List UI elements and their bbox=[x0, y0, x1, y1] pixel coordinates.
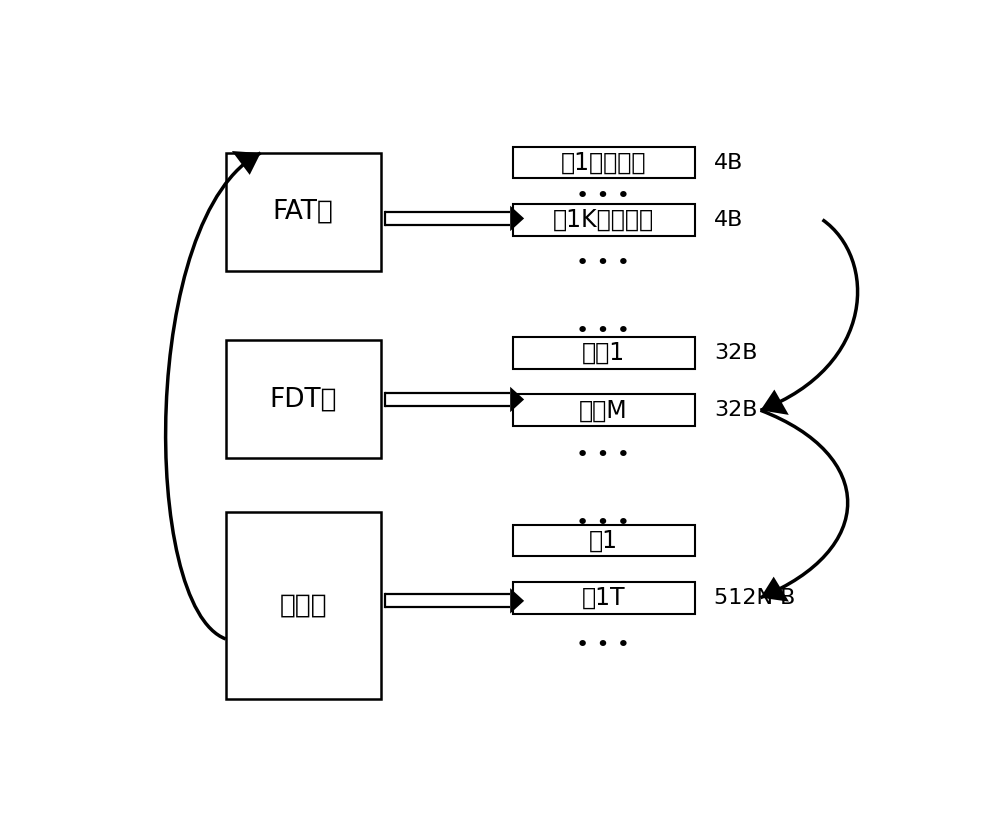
Text: • • •: • • • bbox=[576, 635, 630, 655]
Bar bbox=[512, 204, 695, 236]
Polygon shape bbox=[510, 387, 524, 412]
Text: • • •: • • • bbox=[576, 186, 630, 205]
Bar bbox=[512, 394, 695, 427]
Polygon shape bbox=[761, 577, 789, 601]
Polygon shape bbox=[232, 151, 261, 175]
Text: • • •: • • • bbox=[576, 512, 630, 533]
Text: 512N B: 512N B bbox=[714, 587, 795, 608]
Text: 斗1: 斗1 bbox=[589, 529, 618, 553]
Text: 32B: 32B bbox=[714, 400, 758, 420]
Polygon shape bbox=[510, 588, 524, 614]
Bar bbox=[512, 147, 695, 178]
Bar bbox=[512, 582, 695, 614]
Bar bbox=[512, 337, 695, 369]
Text: FDT表: FDT表 bbox=[270, 386, 337, 412]
Text: • • •: • • • bbox=[576, 321, 630, 341]
Bar bbox=[226, 341, 381, 458]
Polygon shape bbox=[761, 389, 789, 415]
Bar bbox=[226, 512, 381, 700]
Bar bbox=[512, 525, 695, 556]
Text: 数据区: 数据区 bbox=[279, 592, 327, 619]
Text: 文件M: 文件M bbox=[579, 398, 628, 422]
Text: • • •: • • • bbox=[576, 445, 630, 464]
Text: 斗1链接描述: 斗1链接描述 bbox=[561, 150, 646, 175]
Text: FAT表: FAT表 bbox=[273, 199, 334, 224]
Text: 文件1: 文件1 bbox=[582, 341, 625, 365]
Bar bbox=[226, 153, 381, 271]
Text: 4B: 4B bbox=[714, 153, 743, 172]
Polygon shape bbox=[510, 205, 524, 231]
Text: 斗1K链接描述: 斗1K链接描述 bbox=[553, 208, 654, 232]
Text: • • •: • • • bbox=[576, 253, 630, 273]
Text: 32B: 32B bbox=[714, 343, 758, 363]
Text: 斗1T: 斗1T bbox=[582, 586, 625, 610]
Text: 4B: 4B bbox=[714, 210, 743, 229]
